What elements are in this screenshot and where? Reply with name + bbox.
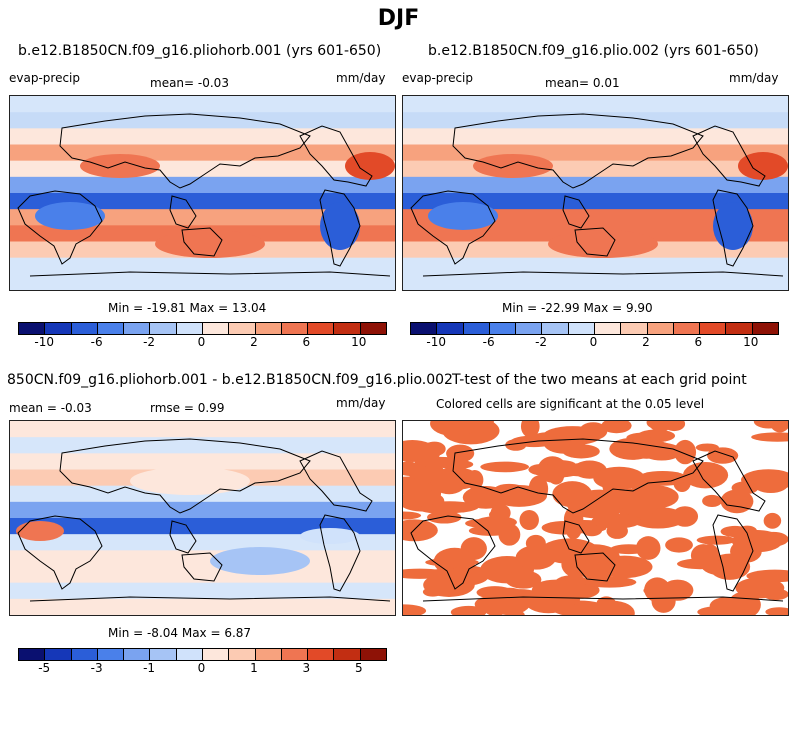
panel3-mean: mean = -0.03 <box>9 401 92 415</box>
colorbar-tick-label: 5 <box>354 661 363 675</box>
colorbar-swatch <box>437 323 464 334</box>
panel4-subtitle: Colored cells are significant at the 0.0… <box>436 397 705 411</box>
panel3-title: 850CN.f09_g16.pliohorb.001 - b.e12.B1850… <box>7 372 453 388</box>
colorbar-swatch <box>97 323 125 334</box>
panel1-left-label: evap-precip <box>9 71 81 85</box>
colorbar-swatch <box>71 649 98 660</box>
panel1-map <box>9 95 396 291</box>
colorbar-swatch <box>255 323 282 334</box>
colorbar-swatch <box>621 323 648 334</box>
panel3-units: mm/day <box>336 396 386 410</box>
panel2-stats: Min = -22.99 Max = 9.90 <box>502 301 653 315</box>
panel1-units: mm/day <box>336 71 386 85</box>
colorbar-tick-label: -2 <box>143 335 156 349</box>
panel1-stats: Min = -19.81 Max = 13.04 <box>108 301 267 315</box>
colorbar-tick-label: 6 <box>694 335 703 349</box>
colorbar-tick-label: 0 <box>197 335 206 349</box>
colorbar-swatch <box>202 649 230 660</box>
panel2-left-label: evap-precip <box>402 71 474 85</box>
colorbar-tick-label: 0 <box>589 335 598 349</box>
colorbar-tick-label: -1 <box>143 661 156 675</box>
colorbar-tick-label: 10 <box>743 335 759 349</box>
colorbar-swatch <box>281 649 309 660</box>
colorbar-tick-label: 6 <box>302 335 311 349</box>
panel1-colorbar <box>18 322 387 335</box>
panel3-map <box>9 420 396 616</box>
colorbar-tick-label: 1 <box>250 661 258 675</box>
colorbar-swatch <box>19 649 46 660</box>
colorbar-swatch <box>673 323 701 334</box>
colorbar-swatch <box>229 649 256 660</box>
colorbar-tick-label: -10 <box>426 335 447 349</box>
colorbar-swatch <box>726 323 753 334</box>
panel4-map <box>402 420 789 616</box>
colorbar-tick-label: -5 <box>38 661 51 675</box>
colorbar-tick-label: 2 <box>642 335 650 349</box>
colorbar-swatch <box>229 323 256 334</box>
colorbar-swatch <box>45 323 72 334</box>
panel1-title: b.e12.B1850CN.f09_g16.pliohorb.001 (yrs … <box>18 43 382 59</box>
colorbar-swatch <box>360 649 386 660</box>
colorbar-tick-label: 2 <box>250 335 258 349</box>
panel2-map <box>402 95 789 291</box>
colorbar-swatch <box>334 649 361 660</box>
colorbar-swatch <box>124 649 151 660</box>
colorbar-tick-label: 10 <box>351 335 367 349</box>
colorbar-swatch <box>71 323 98 334</box>
colorbar-swatch <box>411 323 438 334</box>
colorbar-swatch <box>150 323 177 334</box>
colorbar-swatch <box>176 323 203 334</box>
colorbar-tick-label: 0 <box>197 661 206 675</box>
colorbar-swatch <box>308 649 335 660</box>
panel3-colorbar <box>18 648 387 661</box>
colorbar-swatch <box>542 323 569 334</box>
colorbar-tick-label: 3 <box>302 661 311 675</box>
colorbar-swatch <box>19 323 46 334</box>
colorbar-swatch <box>45 649 72 660</box>
colorbar-swatch <box>489 323 517 334</box>
colorbar-swatch <box>700 323 727 334</box>
colorbar-swatch <box>176 649 203 660</box>
colorbar-tick-label: -6 <box>90 335 103 349</box>
panel2-title: b.e12.B1850CN.f09_g16.plio.002 (yrs 601-… <box>428 43 759 59</box>
colorbar-tick-label: -2 <box>535 335 548 349</box>
colorbar-swatch <box>360 323 386 334</box>
panel3-stats: Min = -8.04 Max = 6.87 <box>108 626 252 640</box>
colorbar-tick-label: -6 <box>482 335 495 349</box>
colorbar-swatch <box>202 323 230 334</box>
colorbar-swatch <box>308 323 335 334</box>
colorbar-swatch <box>463 323 490 334</box>
colorbar-swatch <box>647 323 674 334</box>
colorbar-swatch <box>594 323 622 334</box>
colorbar-swatch <box>255 649 282 660</box>
colorbar-swatch <box>281 323 309 334</box>
colorbar-swatch <box>516 323 543 334</box>
figure-title: DJF <box>377 6 420 31</box>
colorbar-swatch <box>150 649 177 660</box>
panel2-mean: mean= 0.01 <box>545 76 620 90</box>
panel3-rmse: rmse = 0.99 <box>150 401 225 415</box>
panel4-title: T-test of the two means at each grid poi… <box>452 372 747 388</box>
colorbar-swatch <box>568 323 595 334</box>
colorbar-tick-label: -10 <box>34 335 55 349</box>
colorbar-swatch <box>97 649 125 660</box>
panel2-colorbar <box>410 322 779 335</box>
colorbar-swatch <box>334 323 361 334</box>
panel1-mean: mean= -0.03 <box>150 76 229 90</box>
colorbar-swatch <box>752 323 778 334</box>
colorbar-swatch <box>124 323 151 334</box>
panel2-units: mm/day <box>729 71 779 85</box>
colorbar-tick-label: -3 <box>90 661 103 675</box>
